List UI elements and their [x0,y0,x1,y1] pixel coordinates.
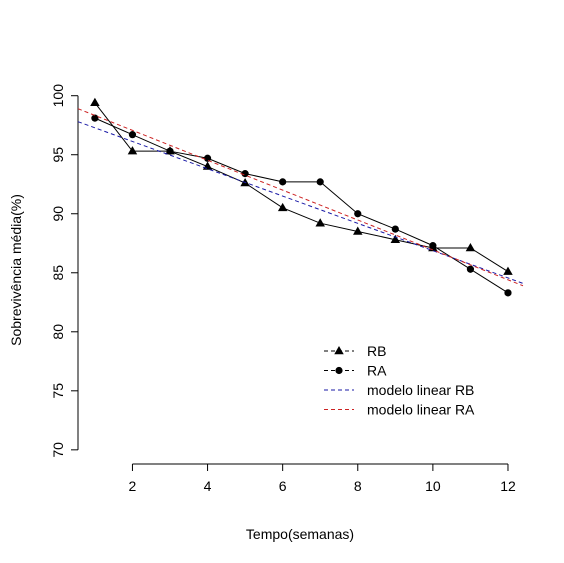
y-tick-label: 100 [50,84,66,108]
data-point [390,234,401,243]
data-point [90,97,100,107]
y-axis-title: Sobrevivência média(%) [8,194,24,346]
legend-marker [334,346,344,355]
y-tick-label: 75 [50,383,66,399]
x-tick-label: 6 [279,478,287,494]
data-point [279,178,287,186]
axes: 70 75 80 85 90 95 100 2 4 6 8 10 12 [50,84,516,494]
legend-entry: modelo linear RA [324,402,475,418]
legend-entry: RA [324,363,387,379]
y-tick-label: 90 [50,206,66,222]
x-tick-label: 2 [129,478,137,494]
data-point [503,266,513,275]
y-tick-label: 85 [50,265,66,281]
data-point [166,147,174,155]
data-point [128,131,137,139]
data-point [203,154,212,162]
data-point [466,265,475,273]
data-point [241,170,249,178]
data-point [127,146,138,155]
series-modelo-linear-ra [77,108,524,287]
x-tick-label: 4 [204,478,212,494]
data-point [504,289,512,297]
y-tick-label: 95 [50,147,66,163]
data-point [315,218,325,227]
data-point [316,178,324,186]
y-tick-label: 80 [50,324,66,340]
data-point [277,202,288,212]
y-tick-label: 70 [50,442,66,458]
legend-label: RB [367,343,386,359]
legend: RB RA modelo linear RB modelo linear RA [324,343,475,418]
legend-label: RA [367,363,387,379]
x-tick-label: 10 [425,478,441,494]
data-point [391,225,399,233]
legend-label: modelo linear RA [367,402,475,418]
series-line [77,108,524,287]
data-point [465,242,476,252]
series-line [94,102,509,273]
legend-entry: RB [324,343,386,359]
legend-label: modelo linear RB [367,382,474,398]
data-point [353,226,363,235]
series-rb [90,97,513,275]
x-tick-label: 8 [354,478,362,494]
legend-entry: modelo linear RB [324,382,474,398]
x-axis-title: Tempo(semanas) [246,526,354,542]
legend-marker [335,366,343,375]
series-layer [77,97,524,297]
series-ra [91,114,512,297]
data-point [91,114,99,122]
x-tick-label: 12 [500,478,516,494]
data-point [429,242,437,250]
data-point [354,210,362,218]
series-line [94,117,509,294]
